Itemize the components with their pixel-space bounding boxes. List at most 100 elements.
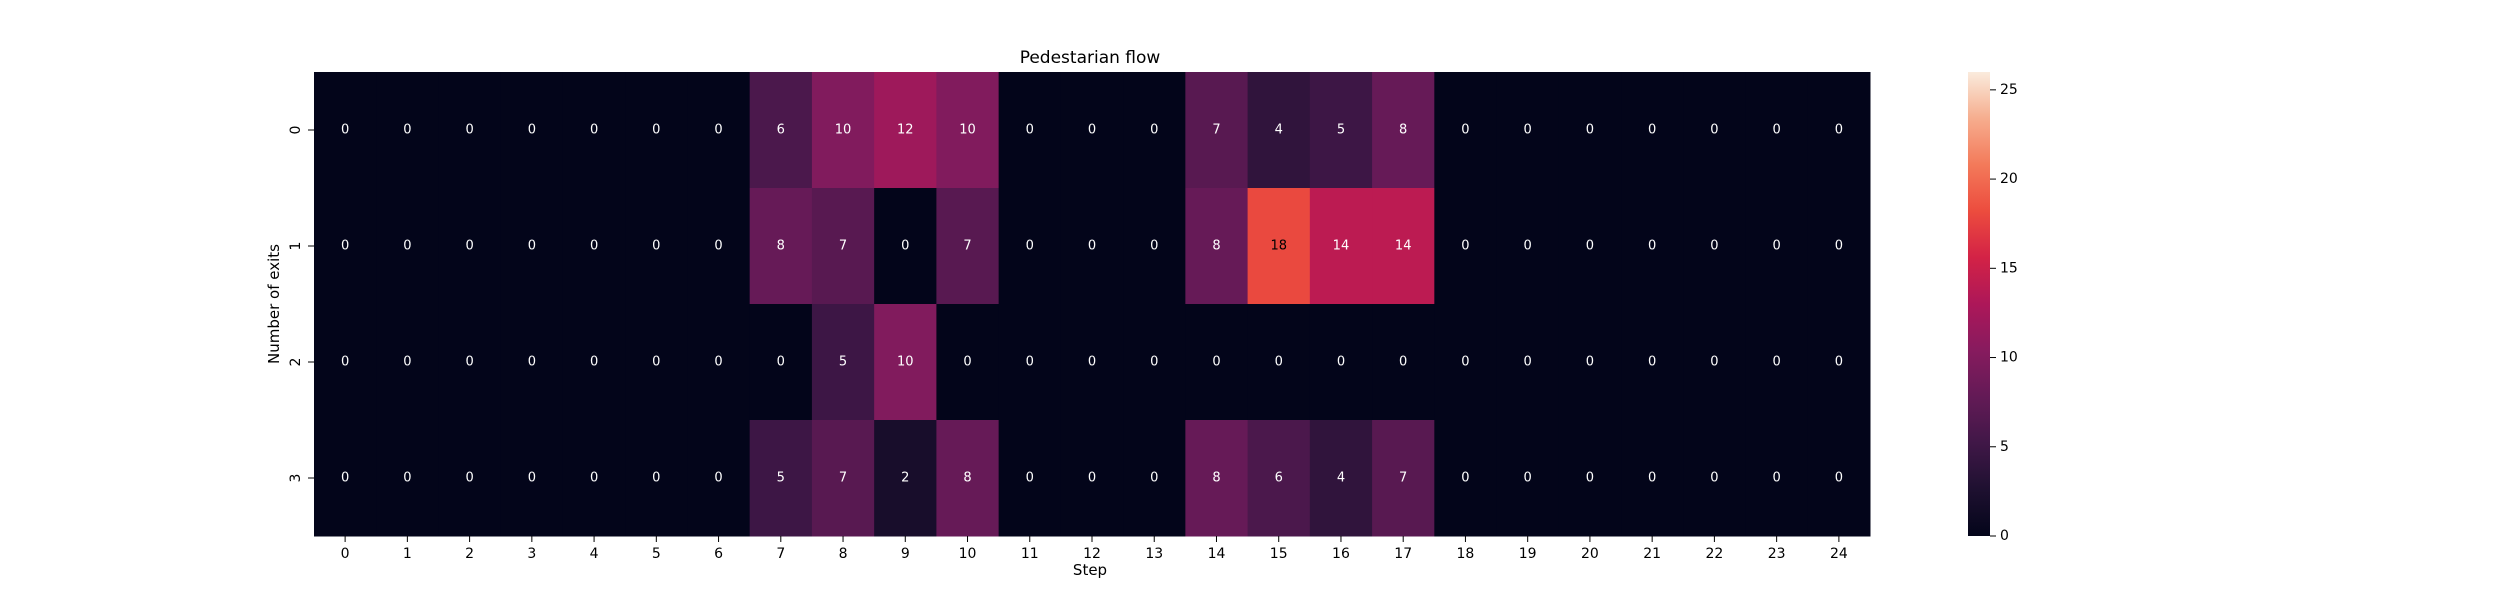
heatmap-cell xyxy=(625,188,688,305)
heatmap-cell xyxy=(1621,188,1684,305)
heatmap-cell xyxy=(1621,72,1684,189)
heatmap-cell xyxy=(438,420,502,537)
cell-value-label: 0 xyxy=(1461,123,1469,138)
heatmap-cell xyxy=(1434,72,1498,189)
cell-value-label: 0 xyxy=(403,471,411,486)
cell-value-label: 0 xyxy=(1150,471,1158,486)
cell-value-label: 0 xyxy=(403,123,411,138)
heatmap-cell xyxy=(1309,420,1373,537)
cell-value-label: 0 xyxy=(1150,355,1158,370)
heatmap-cell xyxy=(749,304,813,421)
heatmap-cell xyxy=(500,72,564,189)
cell-value-label: 0 xyxy=(652,471,660,486)
colorbar-tick-label: 20 xyxy=(2000,171,2018,187)
heatmap-cells: 0 0 0 0 0 0 0 6 10 12 10 0 0 0 7 4 5 8 0 0 0 0 0 0 0 0 0 0 0 0 0 0 8 7 0 7 0… xyxy=(314,72,1871,537)
y-axis-label: Number of exits xyxy=(265,244,283,364)
cell-value-label: 12 xyxy=(897,123,914,138)
cell-value-label: 0 xyxy=(1026,471,1034,486)
cell-value-label: 0 xyxy=(1835,355,1843,370)
x-tick-label: 16 xyxy=(1332,546,1350,562)
heatmap-cell xyxy=(998,72,1062,189)
heatmap-cell xyxy=(1558,72,1622,189)
heatmap-cell xyxy=(1123,304,1186,421)
cell-value-label: 0 xyxy=(590,471,598,486)
cell-value-label: 10 xyxy=(897,355,914,370)
x-tick-label: 6 xyxy=(714,546,723,562)
heatmap-cell xyxy=(376,72,439,189)
cell-value-label: 4 xyxy=(1275,123,1283,138)
y-axis-ticks: 0 1 2 3 xyxy=(288,126,314,482)
heatmap-cell xyxy=(1060,188,1124,305)
heatmap-cell xyxy=(1745,304,1809,421)
heatmap-cell xyxy=(687,188,751,305)
cell-value-label: 18 xyxy=(1270,239,1287,254)
heatmap-cell xyxy=(1683,188,1747,305)
heatmap-cell xyxy=(562,188,626,305)
cell-value-label: 0 xyxy=(1150,239,1158,254)
cell-value-label: 7 xyxy=(839,471,847,486)
cell-value-label: 0 xyxy=(714,239,722,254)
heatmap-cell xyxy=(874,188,937,305)
heatmap-cell xyxy=(687,304,751,421)
cell-value-label: 0 xyxy=(1026,123,1034,138)
x-tick-label: 9 xyxy=(901,546,910,562)
heatmap-cell xyxy=(1247,304,1311,421)
cell-value-label: 7 xyxy=(839,239,847,254)
heatmap-cell xyxy=(500,188,564,305)
cell-value-label: 0 xyxy=(1399,355,1407,370)
heatmap-cell xyxy=(376,304,439,421)
heatmap-cell xyxy=(874,304,937,421)
cell-value-label: 8 xyxy=(777,239,785,254)
heatmap-cell xyxy=(1683,420,1747,537)
cell-value-label: 0 xyxy=(1772,471,1780,486)
cell-value-label: 0 xyxy=(1088,123,1096,138)
cell-value-label: 8 xyxy=(1212,471,1220,486)
cell-value-label: 0 xyxy=(465,471,473,486)
cell-value-label: 0 xyxy=(1586,471,1594,486)
x-tick-label: 2 xyxy=(465,546,474,562)
heatmap-cell xyxy=(936,304,1000,421)
cell-value-label: 0 xyxy=(341,123,349,138)
heatmap-cell xyxy=(1309,188,1373,305)
heatmap-cell xyxy=(1372,72,1435,189)
heatmap-cell xyxy=(376,420,439,537)
cell-value-label: 0 xyxy=(1461,471,1469,486)
heatmap-cell xyxy=(438,188,502,305)
heatmap-cell xyxy=(562,72,626,189)
heatmap-cell xyxy=(1060,72,1124,189)
x-tick-label: 1 xyxy=(403,546,412,562)
x-tick-label: 21 xyxy=(1643,546,1661,562)
cell-value-label: 8 xyxy=(1212,239,1220,254)
heatmap-cell xyxy=(1434,304,1498,421)
heatmap-cell xyxy=(1372,188,1435,305)
heatmap-cell xyxy=(1496,72,1560,189)
x-tick-label: 24 xyxy=(1830,546,1848,562)
heatmap-cell xyxy=(1309,72,1373,189)
cell-value-label: 0 xyxy=(1524,355,1532,370)
heatmap-cell xyxy=(1558,188,1622,305)
x-tick-label: 3 xyxy=(527,546,536,562)
cell-value-label: 0 xyxy=(714,471,722,486)
heatmap-cell xyxy=(1372,420,1435,537)
heatmap-cell xyxy=(749,420,813,537)
cell-value-label: 4 xyxy=(1337,471,1345,486)
x-tick-label: 18 xyxy=(1457,546,1475,562)
cell-value-label: 0 xyxy=(341,355,349,370)
heatmap-cell xyxy=(500,420,564,537)
x-tick-label: 4 xyxy=(590,546,599,562)
x-tick-label: 13 xyxy=(1145,546,1163,562)
cell-value-label: 0 xyxy=(1772,355,1780,370)
cell-value-label: 0 xyxy=(1461,239,1469,254)
heatmap-cell xyxy=(811,420,875,537)
heatmap-cell xyxy=(1807,72,1871,189)
heatmap-cell xyxy=(1247,188,1311,305)
cell-value-label: 0 xyxy=(1772,239,1780,254)
heatmap-cell xyxy=(1434,420,1498,537)
heatmap-cell xyxy=(1621,304,1684,421)
cell-value-label: 0 xyxy=(403,355,411,370)
heatmap-cell xyxy=(1185,72,1249,189)
cell-value-label: 0 xyxy=(1524,123,1532,138)
cell-value-label: 0 xyxy=(465,239,473,254)
cell-value-label: 0 xyxy=(652,239,660,254)
